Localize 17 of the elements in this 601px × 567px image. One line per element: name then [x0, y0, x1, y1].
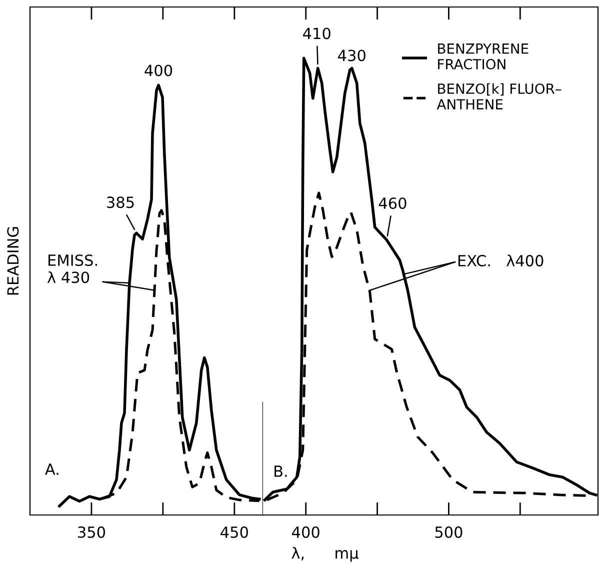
annotation: 400	[144, 64, 172, 76]
legend-label: BENZPYRENE FRACTION	[438, 44, 528, 70]
x-tick-label: 350	[78, 526, 106, 538]
annotation: EMISS. λ 430	[47, 254, 97, 284]
y-axis-title: READING	[7, 227, 19, 295]
x-tick-label: 450	[220, 526, 248, 538]
x-tick-label: 400	[292, 526, 320, 538]
x-tick-label: 500	[435, 526, 462, 538]
annotation: 460	[378, 197, 406, 210]
annotation: A.	[45, 464, 58, 475]
annotation: 410	[303, 28, 330, 40]
annotation: EXC. λ400	[458, 254, 544, 266]
annotation: B.	[274, 466, 287, 477]
annotation: 385	[107, 196, 134, 208]
legend-label: BENZO[k] FLUOR– ANTHENE	[436, 83, 562, 110]
annotation: 430	[338, 50, 366, 62]
x-axis-title: λ, mμ	[292, 547, 358, 562]
